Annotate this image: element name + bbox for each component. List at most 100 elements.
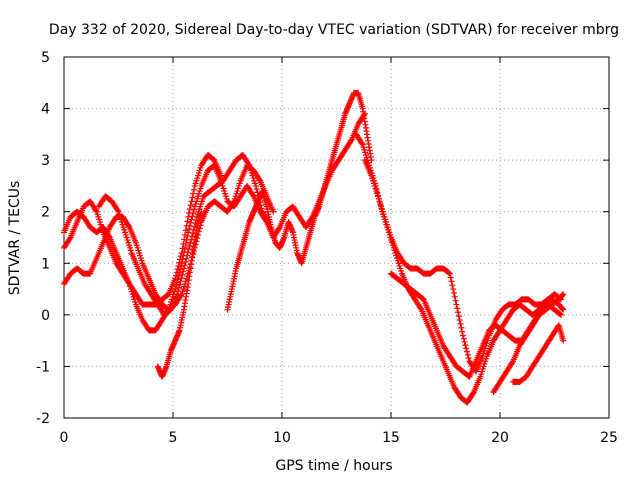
data-point [174, 266, 181, 273]
data-point [450, 289, 457, 296]
data-point [187, 239, 194, 246]
data-point [270, 208, 277, 215]
x-tick-label: 25 [600, 430, 618, 446]
data-point [179, 271, 186, 278]
data-point [463, 345, 470, 352]
x-tick-labels: 0 5 10 15 20 25 [60, 430, 618, 446]
data-point [176, 281, 183, 288]
data-point [557, 311, 564, 318]
data-point [186, 242, 193, 249]
data-point [560, 291, 567, 298]
data-point [173, 269, 180, 276]
data-point [462, 342, 469, 349]
data-point [188, 216, 195, 223]
data-point [190, 226, 197, 233]
x-axis-label: GPS time / hours [275, 458, 392, 474]
data-point [178, 249, 185, 256]
data-point [459, 332, 466, 339]
data-point [560, 306, 567, 313]
data-point [459, 328, 466, 335]
data-point [258, 205, 265, 212]
data-point [460, 335, 467, 342]
series-arc-8 [361, 157, 565, 375]
data-point [175, 284, 182, 291]
y-tick-label: -2 [36, 411, 50, 427]
data-point [457, 320, 464, 327]
x-tick-label: 0 [60, 430, 69, 446]
series-arc-6 [224, 90, 375, 313]
data-point [187, 219, 194, 226]
data-point [174, 291, 181, 298]
data-point [184, 218, 191, 225]
axis-ticks [63, 56, 610, 419]
data-point [92, 207, 99, 214]
data-point [181, 262, 188, 269]
data-point [175, 288, 182, 295]
data-point [470, 390, 477, 397]
plot-frame [63, 56, 610, 419]
data-point [185, 213, 192, 220]
data-point [184, 249, 191, 256]
data-point [456, 317, 463, 324]
data-point [560, 337, 567, 344]
data-point [464, 348, 471, 355]
data-point [252, 182, 259, 189]
data-point [184, 252, 191, 259]
data-point [188, 236, 195, 243]
data-point [509, 359, 516, 366]
data-point [189, 213, 196, 220]
y-axis-label: SDTVAR / TECUs [7, 181, 23, 296]
data-point [181, 231, 188, 238]
data-point [177, 253, 184, 260]
data-point [187, 202, 194, 209]
data-point [453, 301, 460, 308]
y-tick-label: 4 [41, 102, 50, 118]
series-arc-11 [510, 322, 567, 385]
x-tick-label: 10 [273, 430, 291, 446]
data-point [177, 292, 184, 299]
y-tick-label: -1 [36, 359, 50, 375]
data-point [452, 297, 459, 304]
data-point [177, 278, 184, 285]
series-arc-7 [353, 131, 567, 406]
data-point [172, 275, 179, 282]
data-point [182, 227, 189, 234]
data-point [446, 269, 453, 276]
series-arc-5 [154, 208, 205, 380]
data-point [186, 210, 193, 217]
series-arc-10 [490, 291, 567, 396]
data-point [417, 305, 424, 312]
data-point [455, 313, 462, 320]
data-point [449, 282, 456, 289]
x-tick-label: 5 [169, 430, 178, 446]
data-point [189, 229, 196, 236]
y-tick-label: 3 [41, 153, 50, 169]
data-point [66, 235, 73, 242]
data-point [181, 236, 188, 243]
data-point [114, 207, 121, 214]
chart-title: Day 332 of 2020, Sidereal Day-to-day VTE… [49, 22, 619, 38]
data-point [196, 225, 203, 232]
data-point [245, 161, 252, 168]
data-point [465, 355, 472, 362]
series-arc-4 [95, 151, 272, 318]
y-tick-labels: -2 -1 0 1 2 3 4 5 [36, 50, 50, 427]
data-point [450, 286, 457, 293]
data-point [446, 270, 453, 277]
data-point [186, 206, 193, 213]
data-point [180, 265, 187, 272]
data-point [183, 255, 190, 262]
x-tick-label: 15 [382, 430, 400, 446]
data-point [125, 222, 132, 229]
grid-lines [64, 57, 609, 418]
data-point [253, 186, 260, 193]
data-point [172, 272, 179, 279]
data-point [276, 225, 283, 232]
data-point [190, 206, 197, 213]
data-point [358, 140, 365, 147]
data-point [217, 172, 224, 179]
data-points [61, 90, 567, 406]
data-point [189, 194, 196, 201]
data-point [179, 245, 186, 252]
